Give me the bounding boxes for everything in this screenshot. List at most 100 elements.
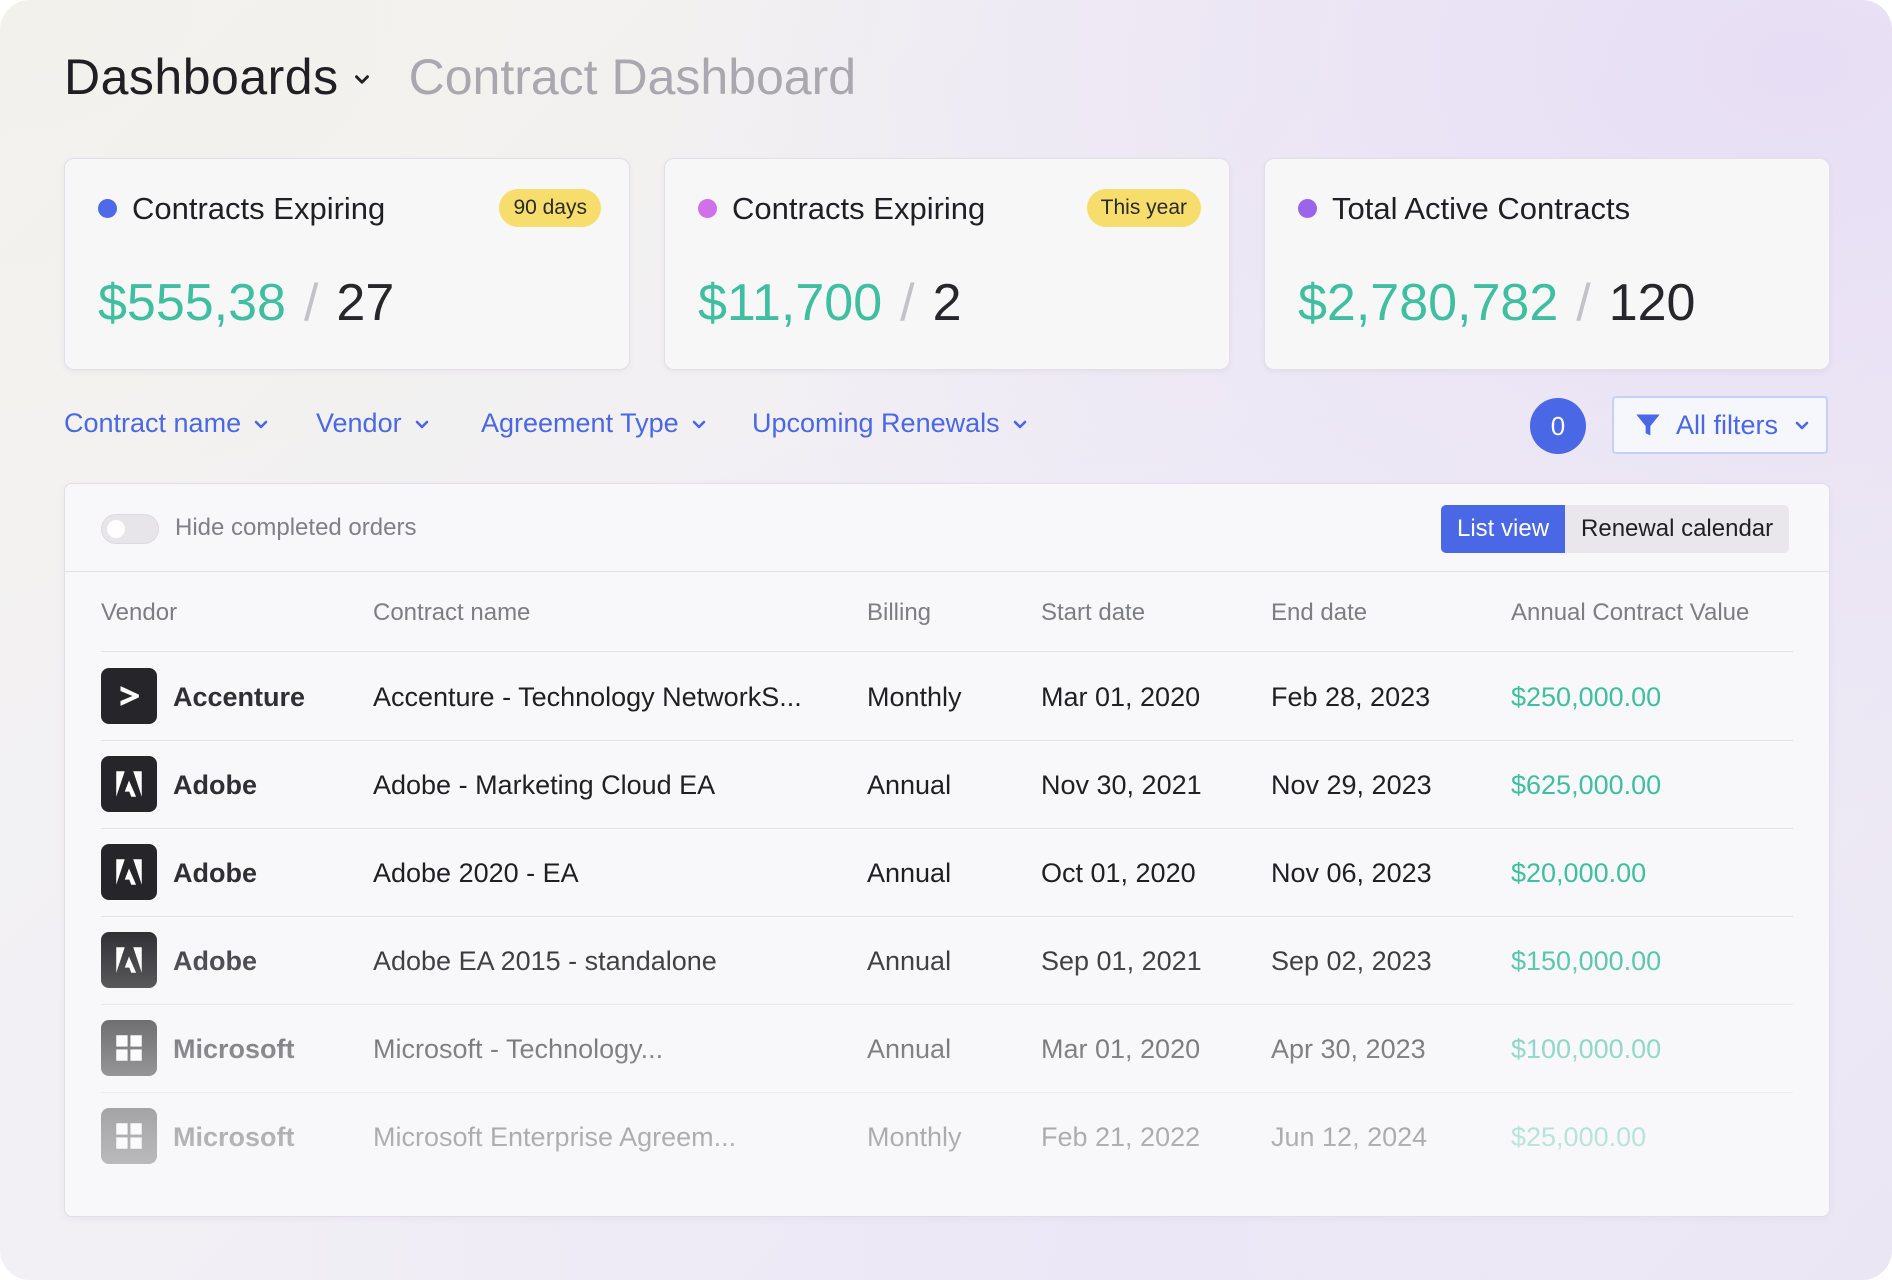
contract-name[interactable]: Adobe - Marketing Cloud EA xyxy=(373,770,716,800)
vendor-name[interactable]: Microsoft xyxy=(173,1034,295,1064)
contract-name[interactable]: Microsoft - Technology... xyxy=(373,1034,664,1064)
hide-completed-toggle[interactable] xyxy=(101,514,159,544)
card-count: 2 xyxy=(932,274,962,332)
start-date: Nov 30, 2021 xyxy=(1041,770,1202,800)
chevron-down-icon[interactable] xyxy=(351,69,373,91)
column-header-billing[interactable]: Billing xyxy=(867,599,932,626)
chevron-down-icon xyxy=(1013,420,1026,428)
all-filters-label: All filters xyxy=(1676,409,1779,440)
adobe-icon xyxy=(101,756,157,812)
value-separator: / xyxy=(1576,274,1591,332)
end-date: Sep 02, 2023 xyxy=(1271,946,1432,976)
chevron-down-icon xyxy=(692,420,705,428)
page-header: Dashboards Contract Dashboard xyxy=(64,48,856,106)
end-date: Apr 30, 2023 xyxy=(1271,1034,1426,1064)
end-date: Feb 28, 2023 xyxy=(1271,682,1431,712)
annual-contract-value: $625,000.00 xyxy=(1511,770,1662,800)
filter-upcoming-renewals[interactable]: Upcoming Renewals xyxy=(752,408,1030,439)
table-row[interactable]: Accenture Accenture - Technology Network… xyxy=(65,652,1829,740)
column-header-vendor[interactable]: Vendor xyxy=(101,599,178,626)
table-header: Vendor Contract name Billing Start date … xyxy=(65,571,1829,651)
filter-vendor[interactable]: Vendor xyxy=(316,408,432,439)
microsoft-icon xyxy=(101,1108,157,1164)
filter-label: Contract name xyxy=(64,408,242,438)
card-amount: $2,780,782 xyxy=(1298,274,1559,332)
filter-agreement-type[interactable]: Agreement Type xyxy=(481,408,709,439)
card-count: 120 xyxy=(1608,274,1696,332)
contract-name[interactable]: Adobe EA 2015 - standalone xyxy=(373,946,717,976)
value-separator: / xyxy=(900,274,915,332)
accenture-icon xyxy=(101,668,157,724)
table-row[interactable]: Adobe Adobe EA 2015 - standalone Annual … xyxy=(65,916,1829,1004)
vendor-name[interactable]: Adobe xyxy=(173,858,257,888)
start-date: Oct 01, 2020 xyxy=(1041,858,1196,888)
filter-funnel-icon xyxy=(1636,414,1660,436)
contract-name[interactable]: Accenture - Technology NetworkS... xyxy=(373,682,802,712)
card-value: $555,38 / 27 xyxy=(98,273,394,333)
page-title: Contract Dashboard xyxy=(408,49,857,105)
status-dot-icon xyxy=(698,199,717,218)
card-value: $2,780,782 / 120 xyxy=(1298,273,1695,333)
card-count: 27 xyxy=(336,274,395,332)
adobe-icon xyxy=(101,844,157,900)
billing: Annual xyxy=(867,1034,952,1064)
contract-name[interactable]: Microsoft Enterprise Agreem... xyxy=(373,1122,737,1152)
filter-label: Agreement Type xyxy=(481,408,679,438)
card-label: Contracts Expiring xyxy=(132,191,386,226)
start-date: Mar 01, 2020 xyxy=(1041,1034,1201,1064)
vendor-name[interactable]: Adobe xyxy=(173,770,257,800)
card-total-active-contracts[interactable]: Total Active Contracts $2,780,782 / 120 xyxy=(1264,158,1830,370)
status-dot-icon xyxy=(98,199,117,218)
table-row[interactable]: Microsoft Microsoft Enterprise Agreem...… xyxy=(65,1092,1829,1180)
chevron-down-icon xyxy=(1795,421,1809,430)
annual-contract-value: $250,000.00 xyxy=(1511,682,1662,712)
vendor-name[interactable]: Microsoft xyxy=(173,1122,295,1152)
billing: Annual xyxy=(867,770,952,800)
card-amount: $555,38 xyxy=(98,274,286,332)
view-switcher: List view Renewal calendar xyxy=(1441,505,1790,553)
filter-contract-name[interactable]: Contract name xyxy=(64,408,271,439)
table-toolbar: Hide completed orders List view Renewal … xyxy=(65,484,1829,572)
filter-label: Vendor xyxy=(316,408,402,438)
card-contracts-expiring-this-year[interactable]: Contracts Expiring This year $11,700 / 2 xyxy=(664,158,1230,370)
divider xyxy=(101,651,1793,652)
microsoft-icon xyxy=(101,1020,157,1076)
period-badge: 90 days xyxy=(499,189,601,227)
card-amount: $11,700 xyxy=(698,274,883,332)
filter-label: Upcoming Renewals xyxy=(752,408,1000,438)
billing: Annual xyxy=(867,946,952,976)
billing: Monthly xyxy=(867,682,962,712)
contract-name[interactable]: Adobe 2020 - EA xyxy=(373,858,579,888)
billing: Monthly xyxy=(867,1122,962,1152)
period-badge: This year xyxy=(1086,189,1201,227)
adobe-icon xyxy=(101,932,157,988)
renewal-calendar-button[interactable]: Renewal calendar xyxy=(1565,505,1790,553)
annual-contract-value: $20,000.00 xyxy=(1511,858,1647,888)
all-filters-button[interactable]: All filters xyxy=(1612,396,1828,454)
annual-contract-value: $25,000.00 xyxy=(1511,1122,1647,1152)
contracts-table-panel: Hide completed orders List view Renewal … xyxy=(64,483,1830,1217)
end-date: Nov 29, 2023 xyxy=(1271,770,1432,800)
column-header-start-date[interactable]: Start date xyxy=(1041,599,1146,626)
hide-completed-label: Hide completed orders xyxy=(175,514,417,541)
column-header-end-date[interactable]: End date xyxy=(1271,599,1368,626)
annual-contract-value: $100,000.00 xyxy=(1511,1034,1662,1064)
list-view-button[interactable]: List view xyxy=(1441,505,1566,553)
divider xyxy=(101,828,1793,829)
table-row[interactable]: Adobe Adobe - Marketing Cloud EA Annual … xyxy=(65,740,1829,828)
column-header-contract-name[interactable]: Contract name xyxy=(373,599,531,626)
dashboards-menu[interactable]: Dashboards xyxy=(64,49,339,105)
active-filter-count-badge[interactable]: 0 xyxy=(1530,398,1586,454)
vendor-name[interactable]: Adobe xyxy=(173,946,257,976)
toggle-knob xyxy=(107,520,125,538)
chevron-down-icon xyxy=(254,420,268,428)
annual-contract-value: $150,000.00 xyxy=(1511,946,1662,976)
table-row[interactable]: Microsoft Microsoft - Technology... Annu… xyxy=(65,1004,1829,1092)
end-date: Nov 06, 2023 xyxy=(1271,858,1432,888)
card-contracts-expiring-90-days[interactable]: Contracts Expiring 90 days $555,38 / 27 xyxy=(64,158,630,370)
end-date: Jun 12, 2024 xyxy=(1271,1122,1428,1152)
card-label: Total Active Contracts xyxy=(1332,191,1631,226)
column-header-annual-contract-value[interactable]: Annual Contract Value xyxy=(1511,599,1750,626)
table-row[interactable]: Adobe Adobe 2020 - EA Annual Oct 01, 202… xyxy=(65,828,1829,916)
vendor-name[interactable]: Accenture xyxy=(173,682,306,712)
